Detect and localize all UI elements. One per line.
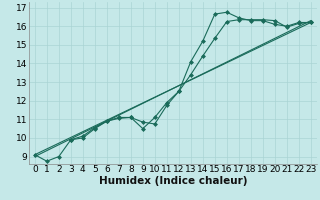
X-axis label: Humidex (Indice chaleur): Humidex (Indice chaleur) [99,176,247,186]
